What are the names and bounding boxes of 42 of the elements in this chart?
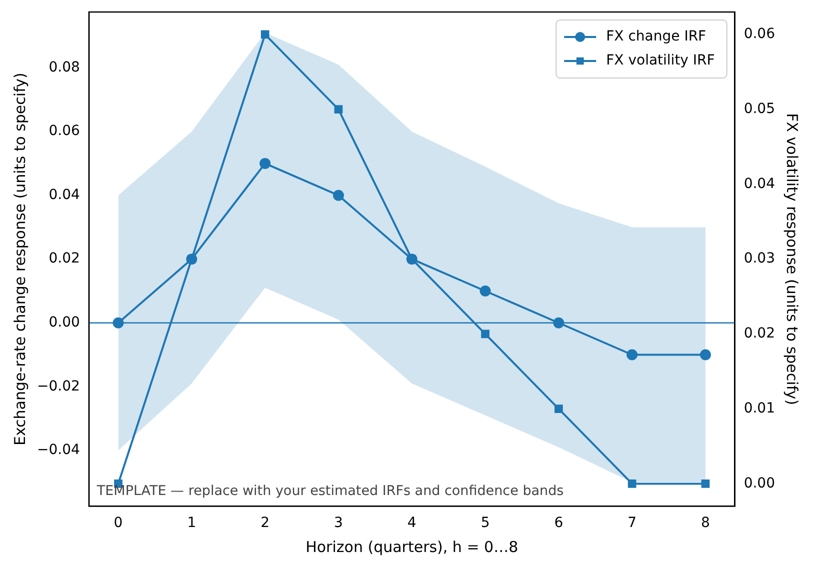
y-tick-label: 0.06 [48, 123, 80, 140]
point [332, 190, 344, 201]
point [628, 480, 636, 488]
x-tick-label: 7 [628, 515, 637, 532]
y-tick-label: −0.02 [36, 378, 80, 394]
y-axis-title: Exchange-rate change response (units to specify) [10, 72, 29, 446]
y-tick-label: −0.04 [36, 442, 80, 458]
y-tick-label: 0.08 [48, 59, 80, 76]
point [481, 330, 490, 338]
point [480, 285, 491, 296]
point [553, 317, 564, 328]
legend-label: FX change IRF [606, 28, 706, 45]
point [626, 349, 638, 360]
legend-label: FX volatility IRF [606, 52, 715, 69]
y2-tick-label: 0.04 [744, 176, 776, 192]
x-tick-label: 6 [554, 515, 564, 532]
y2-tick-label: 0.01 [744, 400, 775, 416]
point [701, 480, 710, 488]
y-tick-label: 0.04 [48, 186, 80, 203]
point [112, 317, 124, 328]
point [554, 404, 563, 414]
y2-tick-label: 0.00 [744, 475, 775, 492]
annotation: TEMPLATE — replace with your estimated IRFs and confidence bands [96, 482, 564, 499]
x-tick-label: 1 [187, 515, 196, 532]
x-tick-label: 5 [480, 515, 490, 532]
x-tick-label: 8 [701, 515, 710, 532]
y-tick-label: 0.00 [48, 314, 80, 331]
point [260, 158, 271, 169]
y-tick-label: 0.02 [48, 250, 80, 267]
x-tick-label: 0 [114, 515, 123, 532]
point [260, 30, 270, 39]
x-tick-label: 3 [334, 515, 343, 532]
point [334, 105, 343, 114]
y2-tick-label: 0.06 [744, 26, 776, 42]
y2-tick-label: 0.05 [744, 100, 775, 117]
x-tick-label: 2 [260, 515, 270, 532]
x-tick-label: 4 [407, 515, 416, 532]
point [700, 349, 711, 360]
y2-tick-label: 0.02 [744, 326, 775, 342]
x-axis-title: Horizon (quarters), h = 0…8 [306, 538, 518, 556]
y2-axis-title: FX volatility response (units to specify) [783, 113, 802, 406]
y2-tick-label: 0.03 [744, 250, 775, 267]
